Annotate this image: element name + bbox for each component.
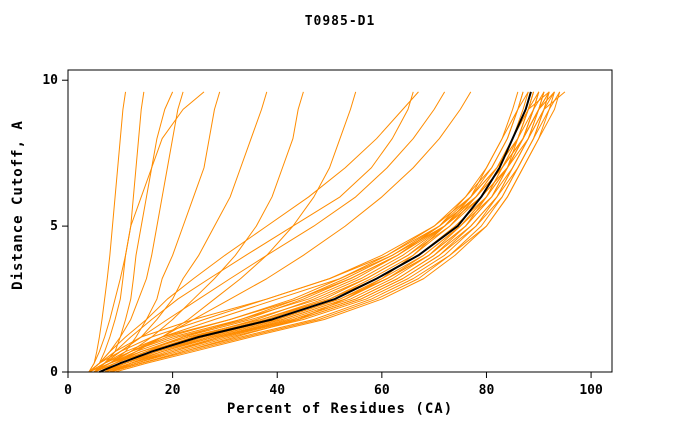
model-curve (104, 91, 545, 373)
model-curve (93, 91, 304, 373)
plot-frame (67, 69, 613, 373)
model-curve (88, 91, 127, 373)
model-curve (114, 91, 561, 373)
model-curve (93, 91, 221, 373)
chart-title: T0985-D1 (304, 14, 376, 29)
model-curve (88, 91, 205, 373)
y-tick-label: 10 (42, 73, 58, 88)
model-curve (93, 91, 555, 373)
y-tick-label: 5 (50, 219, 58, 234)
model-curve (104, 91, 540, 373)
x-axis-label: Percent of Residues (CA) (226, 401, 454, 417)
x-tick-label: 100 (579, 383, 603, 398)
model-curve (99, 91, 550, 373)
model-curve (99, 91, 535, 373)
model-curve (88, 91, 184, 373)
model-curve (93, 91, 446, 373)
model-curve (104, 91, 545, 373)
model-curve (93, 91, 174, 373)
x-tick-label: 0 (64, 383, 72, 398)
model-curve (109, 91, 561, 373)
model-curve (109, 91, 555, 373)
model-curve (109, 91, 550, 373)
model-curve (99, 91, 566, 373)
x-tick-label: 40 (269, 383, 285, 398)
model-curve (88, 91, 145, 373)
model-curve (104, 91, 545, 373)
model-curve (88, 91, 545, 373)
x-tick-label: 60 (374, 383, 390, 398)
model-curve (99, 91, 472, 373)
model-curve (88, 91, 419, 373)
y-tick-label: 0 (50, 365, 58, 380)
model-curve (93, 91, 414, 373)
reference-curve (98, 91, 532, 373)
x-tick-label: 20 (165, 383, 181, 398)
x-tick-label: 80 (479, 383, 495, 398)
